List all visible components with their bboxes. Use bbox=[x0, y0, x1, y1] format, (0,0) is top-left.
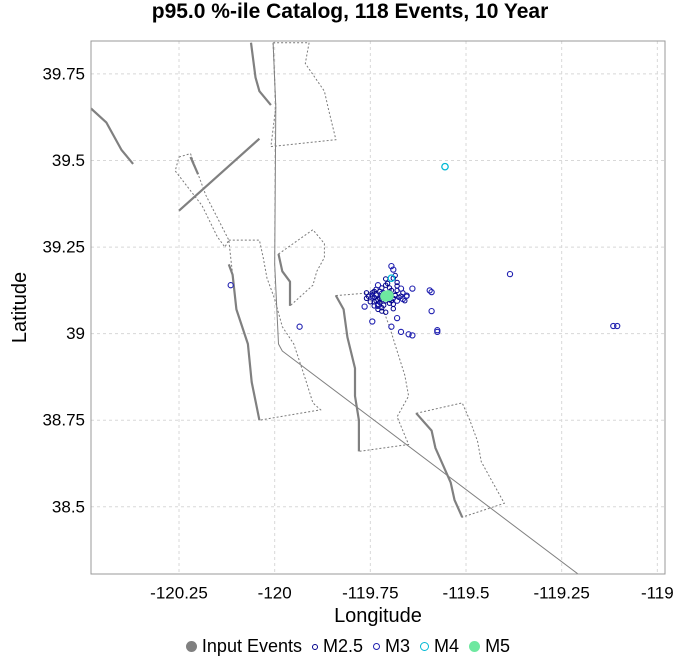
y-tick-label: 39.25 bbox=[42, 238, 85, 257]
event-marker-m3 bbox=[374, 282, 382, 289]
plot-frame bbox=[90, 40, 666, 575]
event-marker-m2-5 bbox=[363, 295, 370, 301]
filled-dot-icon bbox=[469, 641, 481, 652]
fault-surface-outline bbox=[174, 152, 230, 249]
fault-surface-outline bbox=[270, 42, 337, 148]
chart-title: p95.0 %-ile Catalog, 118 Events, 10 Year bbox=[151, 0, 549, 23]
event-marker-m3 bbox=[399, 295, 407, 303]
event-marker-m3 bbox=[610, 322, 617, 330]
event-marker-m3 bbox=[393, 314, 401, 322]
event-marker-m3 bbox=[390, 266, 397, 273]
x-axis-label: Longitude bbox=[334, 605, 422, 627]
fault-surface-outline bbox=[277, 229, 325, 308]
legend-label: M4 bbox=[434, 636, 460, 656]
event-marker-m3 bbox=[426, 287, 433, 294]
event-marker-m3 bbox=[428, 307, 435, 315]
event-marker-m3 bbox=[409, 285, 416, 292]
legend-item-m2-5: M2.5 bbox=[312, 636, 363, 657]
event-marker-m3 bbox=[506, 270, 514, 278]
event-marker-m3 bbox=[434, 328, 441, 336]
legend-item-m3: M3 bbox=[373, 636, 410, 657]
event-marker-m3 bbox=[397, 328, 405, 336]
scatter-plot: -120.25 -120 -119.75 -119.5 -119.25 -119 38.5 3… bbox=[9, 40, 674, 627]
event-marker-m3 bbox=[369, 318, 376, 325]
event-marker-m2-5 bbox=[383, 309, 389, 315]
fault-trace bbox=[178, 137, 261, 212]
event-marker-m4 bbox=[387, 274, 396, 283]
ring-icon bbox=[420, 642, 430, 651]
y-tick-label: 38.75 bbox=[42, 411, 85, 430]
legend-item-m5: M5 bbox=[469, 636, 510, 657]
event-marker-m2-5 bbox=[367, 299, 373, 305]
event-marker-m3 bbox=[388, 323, 395, 330]
fault-trace bbox=[249, 42, 272, 106]
legend-label: Input Events bbox=[201, 636, 302, 656]
event-marker-m2-5 bbox=[386, 300, 393, 306]
fault-trace bbox=[415, 412, 464, 518]
x-tick-label: -119.75 bbox=[342, 584, 398, 603]
legend-label: M2.5 bbox=[323, 636, 364, 656]
event-marker-m5 bbox=[382, 290, 394, 302]
y-tick-label: 39 bbox=[66, 324, 85, 343]
y-tick-label: 39.5 bbox=[52, 151, 85, 170]
legend-label: M5 bbox=[485, 636, 511, 656]
event-marker-m2-5 bbox=[363, 290, 370, 296]
fault-trace bbox=[334, 295, 360, 452]
event-marker-m3 bbox=[405, 331, 412, 338]
event-marker-m3 bbox=[296, 323, 303, 330]
x-tick-label: -119.5 bbox=[443, 584, 490, 603]
fault-layer bbox=[91, 42, 579, 574]
fault-trace bbox=[277, 253, 292, 306]
event-marker-m4 bbox=[441, 162, 449, 171]
event-marker-m3 bbox=[403, 292, 410, 299]
fault-trace bbox=[272, 42, 579, 574]
fault-trace bbox=[227, 264, 261, 421]
fault-trace bbox=[189, 156, 200, 175]
legend-item-input-events: Input Events bbox=[185, 636, 302, 657]
event-marker-m2-5 bbox=[390, 306, 396, 312]
event-marker-m3 bbox=[361, 303, 368, 310]
fault-surface-outline bbox=[335, 291, 410, 452]
event-marker-m2-5 bbox=[394, 279, 400, 286]
ring-icon bbox=[373, 643, 381, 650]
event-marker-m2-5 bbox=[373, 298, 379, 304]
point-layer bbox=[227, 162, 621, 339]
tick-layer: -120.25 -120 -119.75 -119.5 -119.25 -119 38.5 3… bbox=[42, 64, 673, 602]
event-marker-m3 bbox=[614, 322, 621, 330]
x-tick-label: -120.25 bbox=[150, 584, 208, 603]
event-marker-m3 bbox=[397, 285, 405, 292]
x-tick-label: -120 bbox=[258, 584, 292, 603]
x-tick-label: -119 bbox=[641, 584, 674, 603]
event-marker-m3 bbox=[428, 288, 435, 296]
event-marker-m2-5 bbox=[394, 283, 400, 289]
legend: Input Events M2.5 M3 M4 M5 bbox=[0, 636, 700, 657]
y-tick-label: 38.5 bbox=[52, 497, 85, 516]
event-marker-m3 bbox=[374, 302, 382, 310]
event-marker-m3 bbox=[227, 282, 234, 289]
x-tick-label: -119.25 bbox=[533, 584, 589, 603]
event-marker-m2-5 bbox=[371, 303, 377, 309]
y-axis-label: Latitude bbox=[9, 272, 31, 343]
small-ring-icon bbox=[312, 643, 318, 650]
event-marker-m2-5 bbox=[402, 298, 408, 304]
event-marker-m2-5 bbox=[384, 280, 391, 287]
legend-item-m4: M4 bbox=[420, 636, 459, 657]
event-marker-m3 bbox=[409, 332, 416, 339]
y-tick-label: 39.75 bbox=[42, 64, 85, 83]
filled-dot-icon bbox=[185, 641, 197, 652]
event-marker-m3 bbox=[388, 262, 395, 270]
fault-trace bbox=[91, 107, 134, 165]
event-marker-m3 bbox=[369, 293, 376, 300]
legend-label: M3 bbox=[385, 636, 411, 656]
event-marker-m3 bbox=[393, 297, 401, 304]
